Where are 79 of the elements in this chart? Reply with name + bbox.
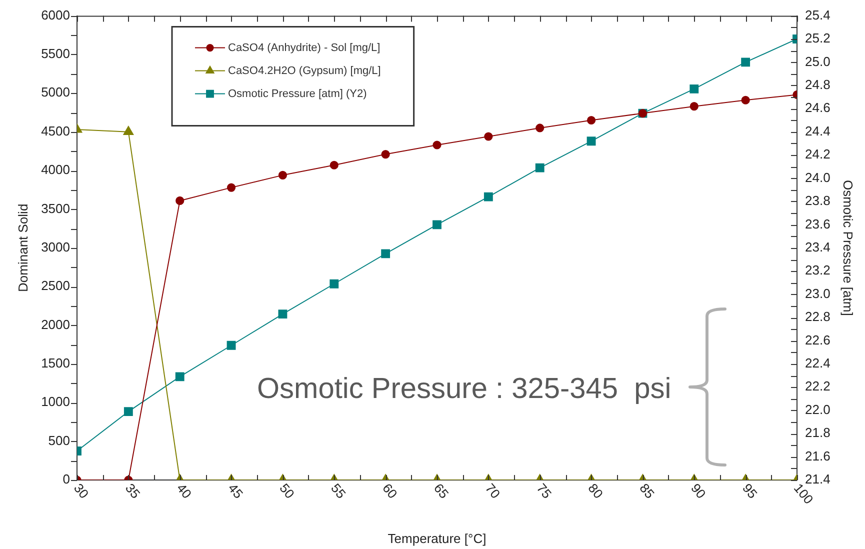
x-tick-label: 60 [380,480,400,502]
y2-tick-label: 22.4 [805,356,830,371]
y2-tick-label: 25.2 [805,30,830,46]
y2-tick-label: 23.6 [805,216,830,232]
point [176,196,184,206]
y-tick-label: 5000 [41,84,70,100]
point [586,116,596,125]
y2-tick-label: 24.6 [805,100,830,116]
y2-tick-label: 25.0 [805,54,830,69]
point [381,150,390,159]
y-tick-label: 5500 [41,46,70,62]
y2-tick-label: 24.4 [805,123,830,138]
y2-tick-label: 22.8 [805,309,830,324]
y2-tick-label: 24.2 [805,146,830,162]
point [741,58,750,67]
y-tick-label: 500 [48,432,70,448]
point [330,160,338,170]
point [124,407,133,416]
y-tick-label: 3000 [41,239,70,254]
x-tick-label: 55 [328,480,349,502]
legend-label: Osmotic Pressure [atm] (Y2) [228,88,367,100]
point [432,220,442,230]
y2-tick-label: 24.8 [805,77,830,92]
y2-tick-label: 23.4 [805,239,830,254]
x-tick-label: 90 [688,480,709,502]
x-tick-label: 30 [70,480,92,502]
annotation: Osmotic Pressure : 325-345 psi [257,373,672,405]
point [381,249,390,258]
y-tick-label: 2000 [41,316,70,332]
point [278,170,288,180]
x-tick-label: 80 [585,480,606,502]
legend-label: CaSO4.2H2O (Gypsum) [mg/L] [228,64,381,77]
point [536,124,544,132]
x-tick-label: 85 [636,480,658,502]
point [484,132,493,141]
y2-tick-label: 22.0 [805,402,830,417]
y2-axis-title: Osmotic Pressure [atm] [840,180,856,316]
point [586,136,596,146]
y2-tick-label: 21.8 [805,425,830,440]
x-tick-label: 75 [534,480,555,502]
y-tick-label: 3500 [41,200,70,216]
y-tick-label: 4500 [41,123,70,138]
y-tick-label: 6000 [41,7,70,22]
y-axis-title: Dominant Solid [15,204,30,292]
point [432,140,442,150]
point [535,163,544,172]
x-tick-label: 35 [122,480,144,502]
x-tick-label: 40 [174,480,195,502]
y-tick-label: 1000 [41,394,70,410]
point [484,192,493,202]
y2-tick-label: 21.4 [805,472,830,487]
y2-tick-label: 22.2 [805,378,830,394]
point [330,279,339,288]
point [690,84,699,94]
y2-tick-label: 23.2 [805,262,830,278]
y2-tick-label: 22.6 [805,332,830,348]
y2-tick-label: 25.4 [805,7,830,22]
point [278,310,288,319]
point [175,372,184,382]
x-tick-label: 95 [740,480,760,502]
y2-tick-label: 23.8 [805,193,830,208]
x-tick-label: 45 [225,480,246,502]
point [690,102,698,111]
y2-tick-label: 21.6 [805,448,830,464]
legend-label: CaSO4 (Anhydrite) - Sol [mg/L] [228,42,380,54]
point [226,183,236,192]
y2-tick-label: 23.0 [805,286,830,301]
point [741,96,750,104]
point [226,340,236,350]
x-axis-title: Temperature [°C] [388,530,486,546]
x-tick-label: 65 [430,480,452,502]
y-tick-label: 2500 [41,278,70,294]
x-tick-label: 70 [482,480,504,502]
point [123,126,134,136]
y-tick-label: 1500 [41,356,70,371]
x-tick-label: 50 [276,480,298,502]
y-tick-label: 0 [62,472,70,487]
y2-tick-label: 24.0 [805,170,830,185]
y-tick-label: 4000 [41,162,70,178]
